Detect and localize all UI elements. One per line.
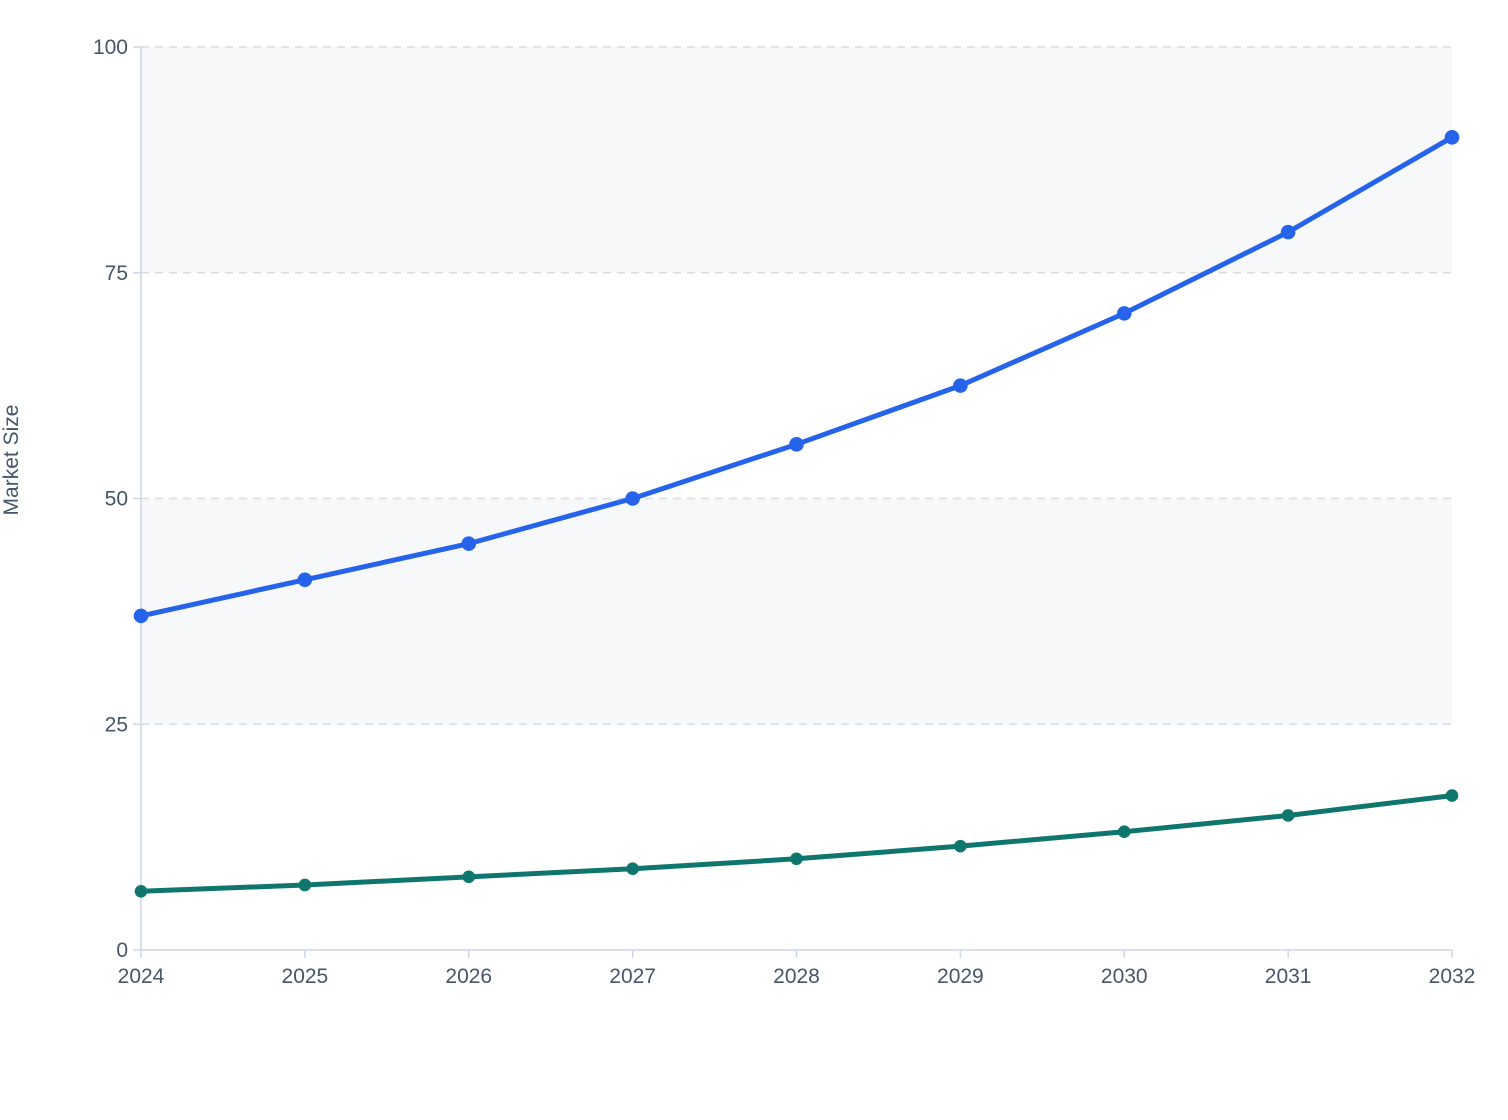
x-tick-label-2026: 2026 (445, 965, 492, 988)
x-tick-label-2025: 2025 (282, 965, 329, 988)
series-2-point-2032 (1445, 789, 1459, 802)
series-1 (133, 130, 1460, 624)
series-2-point-2031 (1281, 809, 1295, 822)
y-tick-label-25: 25 (105, 713, 128, 736)
x-tick-label-2028: 2028 (773, 965, 820, 988)
series-2-point-2026 (462, 870, 476, 884)
series-2-point-2028 (790, 852, 803, 866)
series-1-point-2026 (461, 536, 477, 551)
series-2-point-2029 (954, 839, 967, 853)
x-tick-label-2032: 2032 (1429, 965, 1476, 988)
series-1-point-2031 (1280, 224, 1296, 240)
tick-labels: 0 25 50 75 100 2024 2025 2026 2027 2028 2029 2030 20… (93, 36, 1475, 988)
y-tick-label-75: 75 (105, 262, 128, 285)
y-tick-label-0: 0 (116, 939, 128, 962)
x-tick-label-2030: 2030 (1101, 965, 1148, 988)
series-1-point-2030 (1116, 306, 1132, 321)
y-tick-label-100: 100 (93, 36, 128, 59)
series-1-point-2024 (133, 608, 149, 624)
plot-band (141, 47, 1452, 273)
x-tick-label-2031: 2031 (1265, 965, 1312, 988)
series-1-point-2027 (625, 491, 640, 506)
plot-bands (141, 47, 1452, 725)
y-axis-title: Market Size (0, 405, 23, 516)
series-2 (134, 789, 1459, 898)
series-2-line (138, 793, 1455, 894)
axes (133, 46, 1453, 958)
series-1-point-2029 (953, 378, 968, 393)
x-tick-label-2024: 2024 (118, 965, 165, 988)
series-2-point-2030 (1117, 825, 1131, 839)
series-2-point-2027 (626, 862, 639, 876)
series-2-point-2025 (298, 878, 312, 892)
plot-band (141, 498, 1452, 725)
x-tick-label-2029: 2029 (937, 965, 984, 988)
series-layer (133, 130, 1460, 898)
series-1-point-2032 (1444, 130, 1460, 145)
series-1-point-2028 (789, 437, 804, 452)
series-1-point-2025 (297, 572, 313, 588)
y-tick-label-50: 50 (105, 488, 128, 511)
gridlines (141, 46, 1452, 725)
x-tick-label-2027: 2027 (609, 965, 656, 988)
series-2-point-2024 (134, 885, 148, 898)
